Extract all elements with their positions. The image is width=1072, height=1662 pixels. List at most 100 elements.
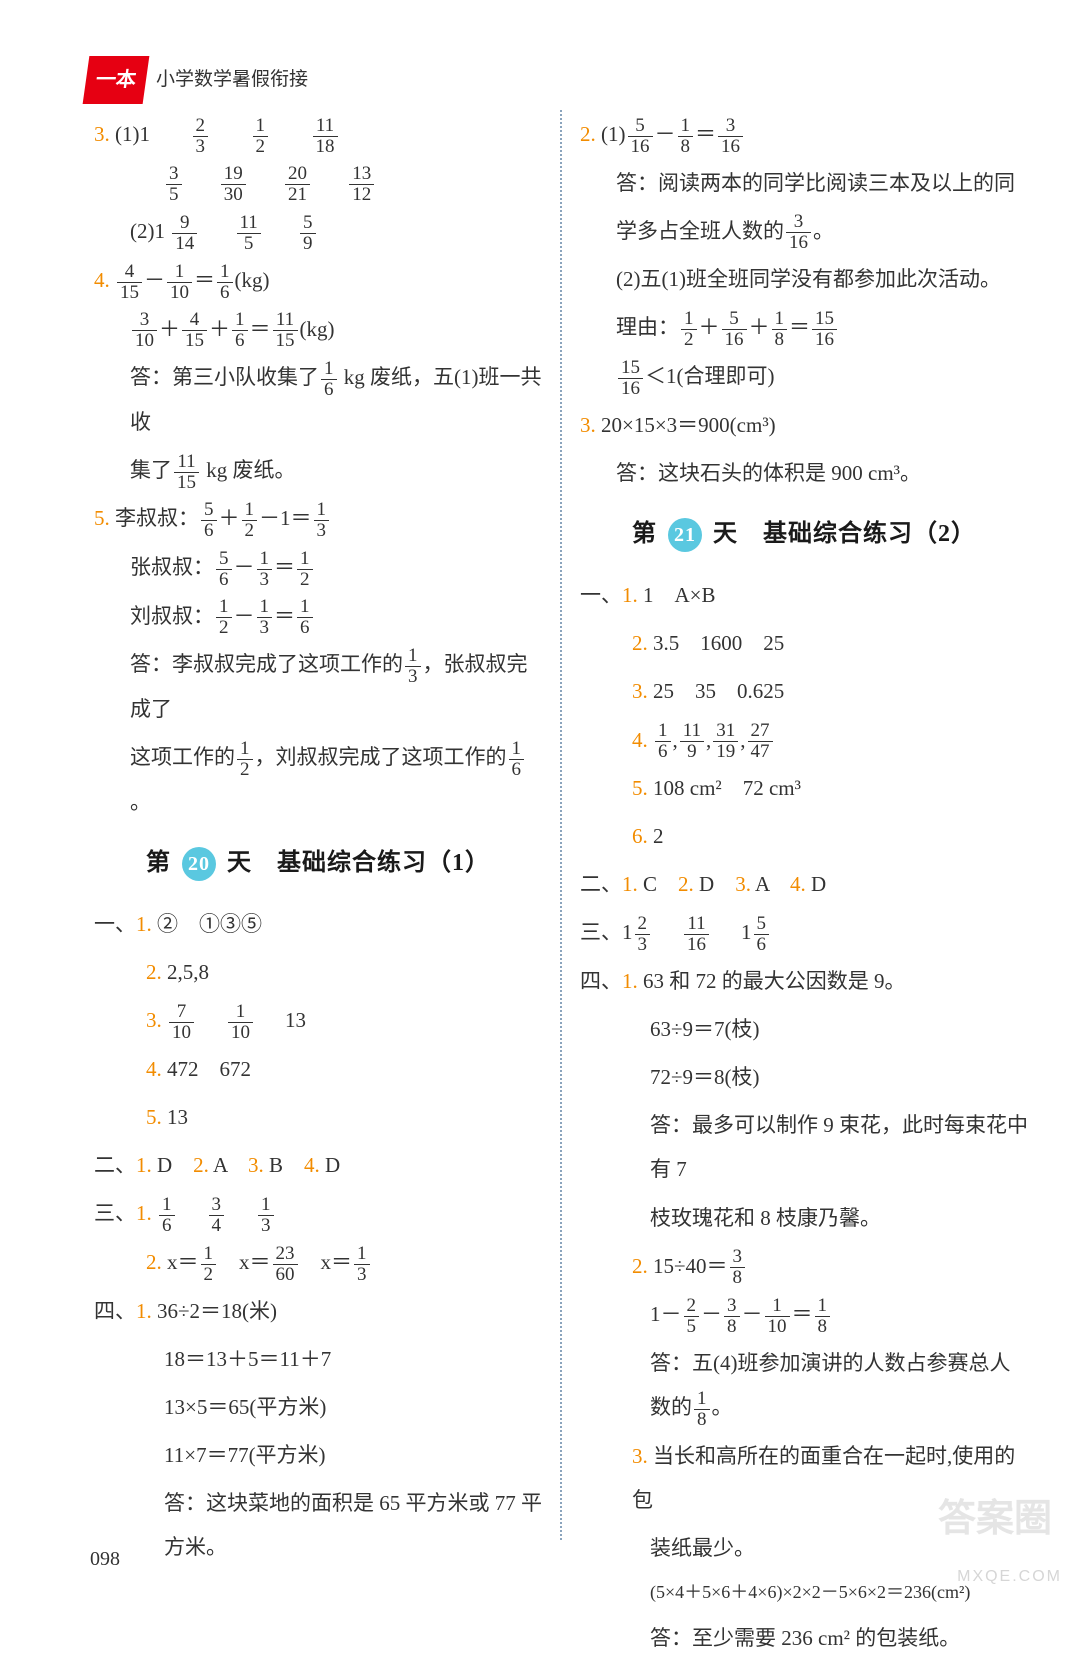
text: 。 [130, 790, 151, 814]
r-si-q2ans: 答：五(4)班参加演讲的人数占参赛总人数的18。 [580, 1339, 1028, 1432]
text: 1－ [650, 1302, 682, 1326]
r-si-4b: 枝玫瑰花和 8 枝康乃馨。 [580, 1194, 1028, 1242]
text: 天 基础综合练习（2） [713, 521, 976, 547]
frac: 35 [166, 164, 182, 205]
page-number: 098 [90, 1538, 120, 1580]
si-3: 13×5＝65(平方米) [94, 1383, 542, 1431]
er: 二、1. D 2. A 3. B 4. D [94, 1141, 542, 1189]
subnum: 4. [632, 728, 648, 752]
text: 25 35 0.625 [653, 679, 784, 703]
frac: 16 [232, 310, 248, 351]
label: 四、 [94, 1299, 136, 1323]
frac: 1312 [349, 164, 374, 205]
label: 一、 [580, 583, 622, 607]
frac: 1115 [174, 452, 199, 493]
subnum: 2. [146, 1250, 162, 1274]
frac: 516 [628, 116, 653, 157]
si-5: 答：这块菜地的面积是 65 平方米或 77 平方米。 [94, 1479, 542, 1571]
label: 三、 [580, 920, 622, 944]
text: 13 [167, 1105, 188, 1129]
frac: 1115 [273, 310, 298, 351]
q3-text: (1)1 [115, 122, 150, 146]
r-yi-1: 一、1. 1 A×B [580, 571, 1028, 619]
frac: 710 [169, 1002, 194, 1043]
q5-liu: 刘叔叔：12－13＝16 [94, 592, 542, 641]
text: 天 基础综合练习（1） [227, 850, 490, 876]
text: kg 废纸。 [201, 458, 296, 482]
text: x＝ [218, 1250, 271, 1274]
r-q3-l1: 3. 20×15×3＝900(cm³) [580, 401, 1028, 449]
text: 这项工作的 [130, 745, 235, 769]
frac: 16 [509, 739, 525, 780]
frac: 12 [237, 739, 253, 780]
frac: 2021 [285, 164, 310, 205]
r-q3-l2: 答：这块石头的体积是 900 cm³。 [580, 449, 1028, 497]
frac: 13 [354, 1244, 370, 1285]
text: 理由： [616, 315, 679, 339]
frac: 13 [405, 646, 421, 687]
frac: 59 [300, 213, 316, 254]
frac: 12 [201, 1244, 217, 1285]
r-yi-3: 3. 25 35 0.625 [580, 667, 1028, 715]
frac: 110 [228, 1002, 253, 1043]
text: D 2. A 3. B 4. D [157, 1153, 340, 1177]
r-si-3: 72÷9＝8(枝) [580, 1053, 1028, 1101]
text: 答：第三小队收集了 [130, 365, 319, 389]
frac: 516 [722, 309, 747, 350]
q3-line1: 3. (1)1 23 12 1118 [94, 110, 542, 159]
san-1: 三、1. 163413 [94, 1189, 542, 1238]
frac: 1118 [313, 116, 338, 157]
label: 二、 [94, 1153, 136, 1177]
frac: 415 [182, 310, 207, 351]
frac: 2360 [273, 1244, 298, 1285]
text: 36÷2＝18(米) [157, 1299, 277, 1323]
text: 集了 [130, 458, 172, 482]
q4-ans1: 答：第三小队收集了16 kg 废纸，五(1)班一共收 [94, 353, 542, 446]
frac: 110 [765, 1296, 790, 1337]
text: 472 672 [167, 1057, 251, 1081]
yi-5: 5. 13 [94, 1093, 542, 1141]
subnum: 1. [136, 1201, 152, 1225]
r-q2-l1: 2. (1)516－18＝316 [580, 110, 1028, 159]
subnum: 5. [632, 776, 648, 800]
q2-number: 2. [580, 122, 596, 146]
r-si-2: 63÷9＝7(枝) [580, 1005, 1028, 1053]
frac: 18 [678, 116, 694, 157]
r-si-q3d: 答：至少需要 236 cm² 的包装纸。 [580, 1614, 1028, 1662]
frac: 12 [681, 309, 697, 350]
q4-ans2: 集了1115 kg 废纸。 [94, 446, 542, 495]
text: 108 cm² 72 cm³ [653, 776, 801, 800]
q5-number: 5. [94, 506, 110, 530]
label: 三、 [94, 1201, 136, 1225]
frac: 16 [297, 597, 313, 638]
text: 2 [653, 824, 664, 848]
text: 学多占全班人数的 [616, 219, 784, 243]
q3-number: 3. [94, 122, 110, 146]
text: x＝ [300, 1250, 353, 1274]
frac: 13 [314, 500, 330, 541]
subnum: 1. [622, 872, 638, 896]
content-columns: 3. (1)1 23 12 1118 35 1930 2021 1312 (2)… [80, 110, 1042, 1540]
q4-number: 4. [94, 268, 110, 292]
day21-title: 第 21 天 基础综合练习（2） [580, 509, 1028, 559]
text: 13 [285, 1008, 306, 1032]
yi-2: 2. 2,5,8 [94, 948, 542, 996]
frac: 18 [694, 1389, 710, 1430]
frac: 56 [201, 500, 217, 541]
label: 一、 [94, 912, 136, 936]
san-2: 2. x＝12 x＝2360 x＝13 [94, 1238, 542, 1287]
watermark-logo: 答案圈 [938, 1480, 1052, 1560]
q3-number: 3. [580, 413, 596, 437]
frac: 12 [242, 500, 258, 541]
text: (2)1 [130, 219, 165, 243]
watermark-url: MXQE.COM [957, 1560, 1062, 1594]
frac: 25 [684, 1296, 700, 1337]
r-yi-6: 6. 2 [580, 812, 1028, 860]
subnum: 1. [136, 912, 152, 936]
text: ② ①③⑤ [157, 912, 262, 936]
subnum: 4. [146, 1057, 162, 1081]
text: 。 [712, 1395, 733, 1419]
frac: 56 [754, 914, 770, 955]
r-si-1: 四、1. 63 和 72 的最大公因数是 9。 [580, 957, 1028, 1005]
q3-line3: (2)1 914 115 59 [94, 207, 542, 256]
